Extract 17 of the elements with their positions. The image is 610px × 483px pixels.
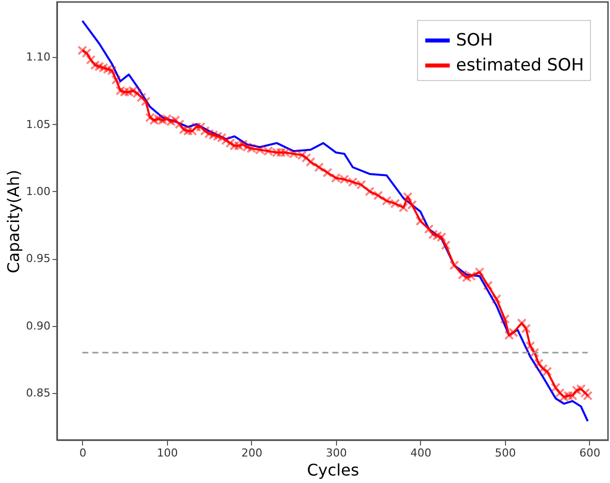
- x-tick-label: 400: [410, 446, 432, 460]
- y-tick-label: 0.90: [26, 319, 50, 332]
- y-tick-label: 0.85: [26, 386, 50, 400]
- y-tick-label: 1.05: [26, 118, 50, 131]
- y-tick-label: 0.95: [26, 252, 50, 266]
- legend-label: estimated SOH: [456, 56, 584, 76]
- y-tick-label: 1.10: [26, 50, 50, 64]
- x-tick-label: 600: [579, 446, 600, 460]
- legend-label: SOH: [456, 30, 493, 50]
- x-tick-label: 0: [79, 446, 86, 460]
- x-tick-label: 200: [241, 446, 262, 460]
- x-tick-label: 500: [494, 446, 516, 460]
- x-tick-label: 100: [156, 446, 178, 460]
- y-tick-label: 1.00: [26, 184, 50, 198]
- y-axis-title: Capacity(Ah): [4, 170, 24, 274]
- x-axis-title: Cycles: [306, 460, 360, 480]
- x-tick-label: 300: [326, 446, 347, 460]
